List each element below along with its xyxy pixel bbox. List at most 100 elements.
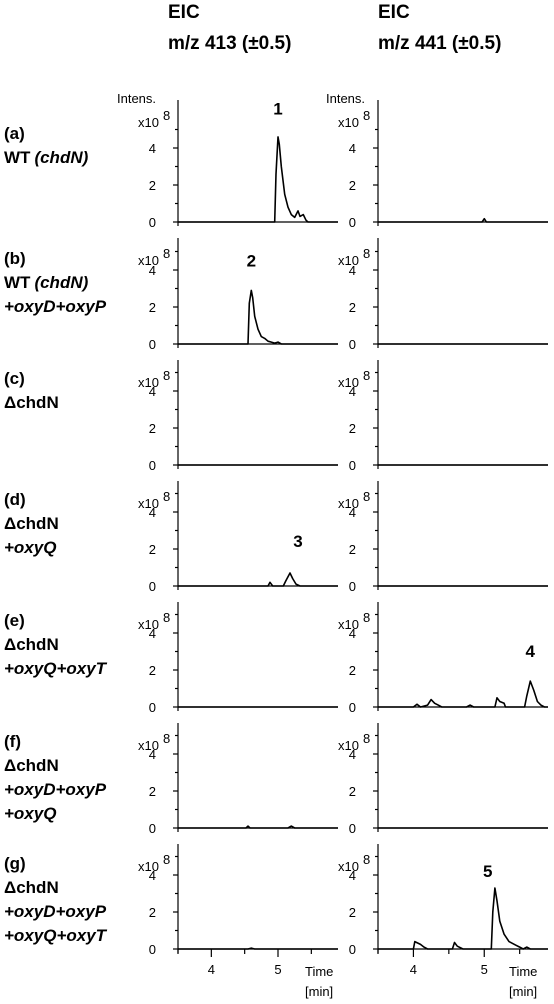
y-scale-label: x10 [338, 496, 359, 511]
y-tick-label: 2 [349, 300, 356, 315]
y-scale-label: x10 [338, 738, 359, 753]
row-label-line: ΔchdN [4, 514, 59, 533]
y-axis-label-right: Intens. [326, 91, 365, 106]
row-label-line: ΔchdN [4, 878, 59, 897]
y-tick-label: 0 [349, 215, 356, 230]
y-tick-label: 2 [349, 663, 356, 678]
y-tick-label: 0 [349, 458, 356, 473]
y-tick-label: 0 [149, 215, 156, 230]
trace-f-col0 [178, 825, 338, 829]
peak-label-1: 1 [273, 100, 282, 119]
y-scale-exponent: 8 [163, 489, 170, 504]
y-scale-label: x10 [138, 859, 159, 874]
row-label-line: ΔchdN [4, 756, 59, 775]
row-label-id: (c) [4, 369, 25, 388]
row-label-id: (g) [4, 854, 26, 873]
y-tick-label: 2 [349, 421, 356, 436]
x-axis-label-right-line2: [min] [509, 984, 537, 999]
row-label-id: (b) [4, 249, 26, 268]
y-tick-label: 4 [349, 626, 356, 641]
y-tick-label: 0 [149, 700, 156, 715]
y-tick-label: 2 [149, 905, 156, 920]
row-label-id: (a) [4, 124, 25, 143]
row-label-line: (chdN) [34, 273, 88, 292]
x-tick-label: 4 [410, 962, 417, 977]
y-axis-label-left: Intens. [117, 91, 156, 106]
y-tick-label: 4 [149, 868, 156, 883]
row-labels: (a) WT (chdN) (b) WT (chdN) +oxyD+oxyP (c) Δch… [4, 124, 108, 945]
panel-a-col1: 0 2 4 x10 8 [338, 100, 548, 230]
y-tick-label: 2 [149, 784, 156, 799]
y-tick-label: 2 [149, 178, 156, 193]
x-axis-label-left-line1: Time [305, 964, 333, 979]
y-tick-label: 2 [149, 663, 156, 678]
col-header-441-line2: m/z 441 (±0.5) [378, 33, 501, 54]
col-header-441-line1: EIC [378, 2, 410, 23]
y-scale-label: x10 [338, 253, 359, 268]
trace-d-col0 [178, 572, 338, 587]
row-label-line: +oxyD+oxyP [4, 297, 107, 316]
y-tick-label: 2 [349, 905, 356, 920]
x-tick-label: 5 [481, 962, 488, 977]
y-tick-label: 0 [149, 458, 156, 473]
y-scale-exponent: 8 [363, 108, 370, 123]
y-tick-label: 4 [149, 384, 156, 399]
row-label-line: (chdN) [34, 148, 88, 167]
y-scale-label: x10 [338, 115, 359, 130]
y-tick-label: 2 [349, 178, 356, 193]
row-label-line: +oxyQ+oxyT [4, 659, 108, 678]
y-scale-exponent: 8 [163, 246, 170, 261]
y-tick-label: 4 [149, 505, 156, 520]
y-scale-exponent: 8 [363, 246, 370, 261]
y-tick-label: 0 [149, 579, 156, 594]
y-scale-label: x10 [138, 738, 159, 753]
y-scale-exponent: 8 [163, 368, 170, 383]
y-scale-exponent: 8 [363, 852, 370, 867]
row-label-line: WT [4, 273, 31, 292]
y-tick-label: 4 [349, 747, 356, 762]
y-tick-label: 2 [149, 300, 156, 315]
panel-a-col0: 0 2 4 x10 8 [138, 100, 338, 230]
y-scale-exponent: 8 [363, 368, 370, 383]
y-scale-label: x10 [338, 375, 359, 390]
col-header-413-line1: EIC [168, 2, 200, 23]
y-tick-label: 4 [149, 263, 156, 278]
y-scale-exponent: 8 [163, 731, 170, 746]
trace-g-col1 [378, 887, 548, 950]
y-scale-exponent: 8 [163, 852, 170, 867]
y-tick-label: 2 [149, 421, 156, 436]
y-scale-label: x10 [138, 375, 159, 390]
row-label-id: (d) [4, 490, 26, 509]
y-tick-label: 4 [149, 626, 156, 641]
y-tick-label: 0 [349, 821, 356, 836]
x-axis-label-right-line1: Time [509, 964, 537, 979]
y-tick-label: 0 [349, 700, 356, 715]
y-tick-label: 4 [349, 505, 356, 520]
row-label-id: (f) [4, 732, 21, 751]
y-scale-label: x10 [138, 496, 159, 511]
row-label-line: +oxyQ+oxyT [4, 926, 108, 945]
y-scale-label: x10 [138, 617, 159, 632]
y-tick-label: 0 [349, 942, 356, 957]
y-tick-label: 4 [349, 141, 356, 156]
x-axes: 4 5 4 5 [177, 949, 521, 977]
row-label-line: +oxyD+oxyP [4, 902, 107, 921]
y-scale-label: x10 [138, 115, 159, 130]
trace-a-col0 [178, 136, 338, 223]
y-scale-label: x10 [138, 253, 159, 268]
peak-label-5: 5 [483, 862, 492, 881]
peak-label-4: 4 [526, 642, 536, 661]
row-label-line: WT [4, 148, 31, 167]
row-label-line: ΔchdN [4, 635, 59, 654]
